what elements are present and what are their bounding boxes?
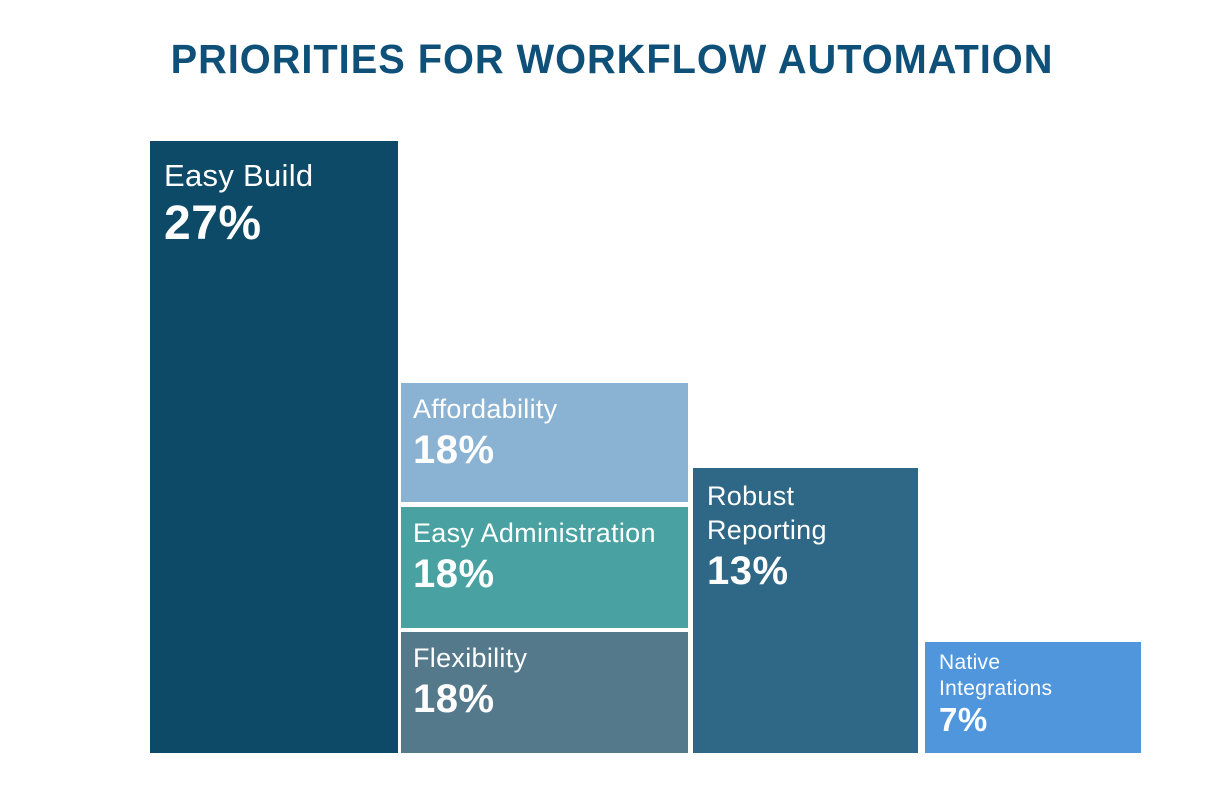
bar-value: 27% xyxy=(164,196,262,250)
bar-label: Affordability xyxy=(413,394,558,424)
bar-affordability: Affordability 18% xyxy=(401,383,688,502)
bar-native-integrations: Native Integrations 7% xyxy=(925,642,1141,753)
bar-label: Robust Reporting xyxy=(707,481,827,545)
bar-label: Native Integrations xyxy=(939,651,1053,700)
bar-label: Easy Build xyxy=(164,158,314,193)
bar-easy-build: Easy Build 27% xyxy=(150,141,398,753)
bar-robust-reporting: Robust Reporting 13% xyxy=(693,468,918,753)
bar-label: Flexibility xyxy=(413,643,528,673)
bar-value: 18% xyxy=(413,551,495,596)
bar-label: Easy Administration xyxy=(413,518,656,548)
bar-flexibility: Flexibility 18% xyxy=(401,632,688,753)
bar-value: 13% xyxy=(707,548,789,593)
bar-value: 18% xyxy=(413,676,495,721)
bar-value: 7% xyxy=(939,701,988,739)
chart-title: PRIORITIES FOR WORKFLOW AUTOMATION xyxy=(170,36,1054,82)
bar-easy-administration: Easy Administration 18% xyxy=(401,507,688,628)
bar-value: 18% xyxy=(413,427,495,472)
